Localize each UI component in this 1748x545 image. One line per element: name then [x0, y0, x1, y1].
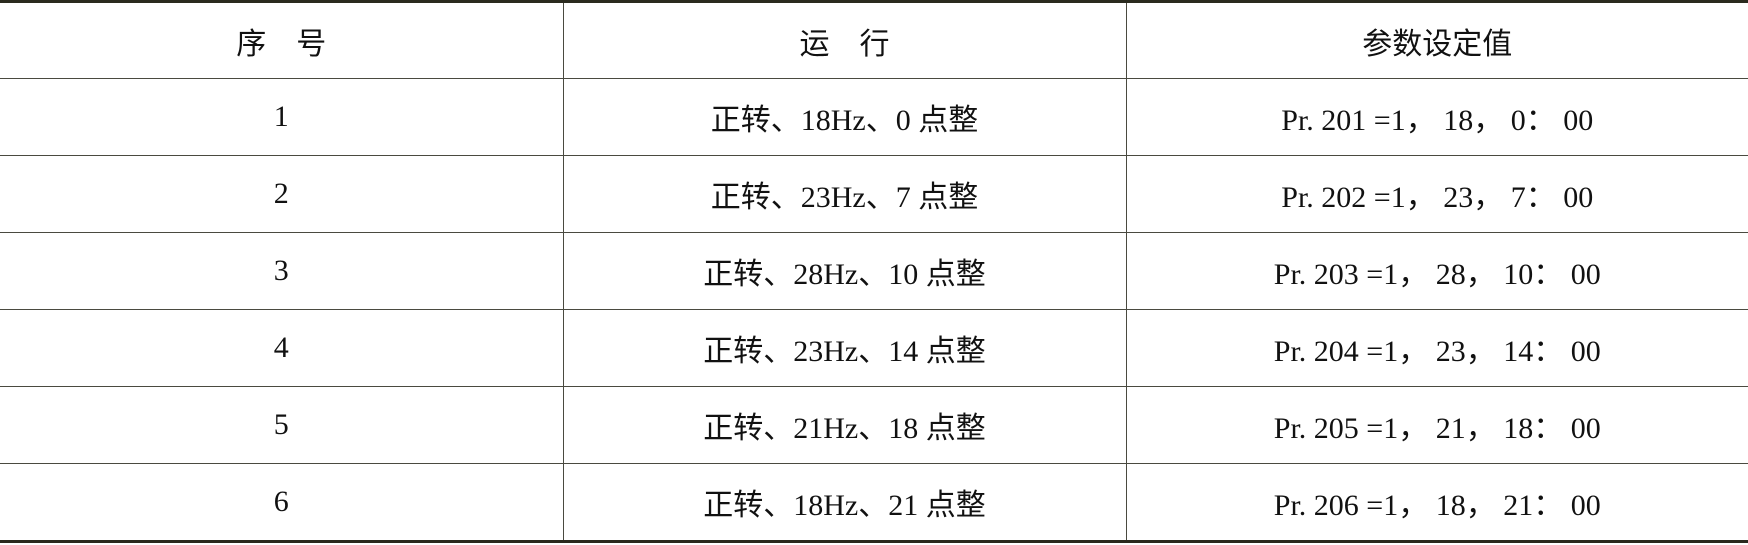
header-operation: 运 行 [563, 1, 1127, 79]
table-row: 4 正转、23Hz、14 点整 Pr. 204 =1， 23， 14： 00 [0, 309, 1748, 387]
cell-parameter: Pr. 204 =1， 23， 14： 00 [1126, 309, 1748, 387]
cell-operation: 正转、28Hz、10 点整 [563, 232, 1127, 310]
cell-operation: 正转、23Hz、7 点整 [563, 155, 1127, 233]
header-index: 序 号 [0, 1, 564, 79]
cell-index: 6 [0, 463, 564, 542]
cell-index: 2 [0, 155, 564, 233]
cell-parameter: Pr. 202 =1， 23， 7： 00 [1126, 155, 1748, 233]
cell-parameter: Pr. 203 =1， 28， 10： 00 [1126, 232, 1748, 310]
header-parameter: 参数设定值 [1126, 1, 1748, 79]
cell-operation: 正转、18Hz、21 点整 [563, 463, 1127, 542]
cell-operation: 正转、18Hz、0 点整 [563, 78, 1127, 156]
table-row: 1 正转、18Hz、0 点整 Pr. 201 =1， 18， 0： 00 [0, 78, 1748, 156]
table-row: 2 正转、23Hz、7 点整 Pr. 202 =1， 23， 7： 00 [0, 155, 1748, 233]
cell-index: 3 [0, 232, 564, 310]
cell-parameter: Pr. 201 =1， 18， 0： 00 [1126, 78, 1748, 156]
cell-operation: 正转、21Hz、18 点整 [563, 386, 1127, 464]
table-row: 5 正转、21Hz、18 点整 Pr. 205 =1， 21， 18： 00 [0, 386, 1748, 464]
cell-index: 5 [0, 386, 564, 464]
cell-parameter: Pr. 205 =1， 21， 18： 00 [1126, 386, 1748, 464]
cell-operation: 正转、23Hz、14 点整 [563, 309, 1127, 387]
cell-parameter: Pr. 206 =1， 18， 21： 00 [1273, 489, 1601, 522]
header-row: 序 号 运 行 参数设定值 [0, 1, 1748, 79]
cell-index: 4 [0, 309, 564, 387]
table-row: 6 正转、18Hz、21 点整 Pr. 206 =1， 18， 21： 00 [0, 463, 1748, 542]
cell-index: 1 [0, 78, 564, 156]
table-row: 3 正转、28Hz、10 点整 Pr. 203 =1， 28， 10： 00 [0, 232, 1748, 310]
